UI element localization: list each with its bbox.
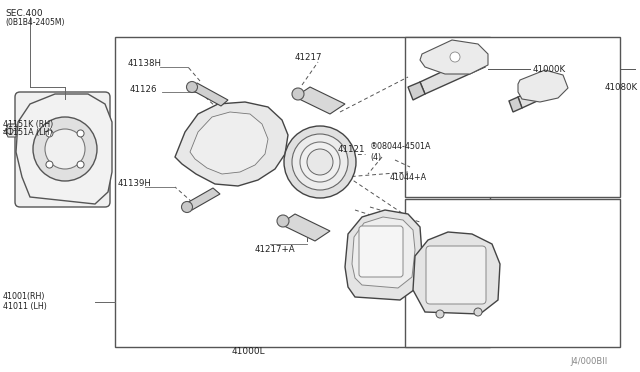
Text: (0B1B4-2405M): (0B1B4-2405M) bbox=[5, 17, 65, 26]
Circle shape bbox=[292, 134, 348, 190]
Circle shape bbox=[46, 161, 53, 168]
Circle shape bbox=[277, 215, 289, 227]
Circle shape bbox=[77, 161, 84, 168]
FancyBboxPatch shape bbox=[359, 226, 403, 277]
Circle shape bbox=[33, 117, 97, 181]
Text: J4/000BII: J4/000BII bbox=[570, 357, 607, 366]
Polygon shape bbox=[518, 70, 568, 102]
Text: 41001(RH): 41001(RH) bbox=[3, 292, 45, 301]
Polygon shape bbox=[190, 83, 228, 106]
Circle shape bbox=[186, 81, 198, 93]
Circle shape bbox=[46, 130, 53, 137]
Circle shape bbox=[436, 310, 444, 318]
Polygon shape bbox=[352, 217, 415, 288]
Polygon shape bbox=[413, 232, 500, 314]
Polygon shape bbox=[16, 94, 112, 204]
Text: 41000L: 41000L bbox=[231, 347, 265, 356]
Text: 41121: 41121 bbox=[338, 145, 365, 154]
Polygon shape bbox=[345, 210, 422, 300]
Circle shape bbox=[307, 149, 333, 175]
Circle shape bbox=[300, 142, 340, 182]
Polygon shape bbox=[408, 82, 425, 100]
Text: 41151K (RH): 41151K (RH) bbox=[3, 119, 53, 128]
Polygon shape bbox=[509, 97, 522, 112]
Circle shape bbox=[474, 308, 482, 316]
Bar bbox=[405, 199, 620, 347]
Polygon shape bbox=[190, 112, 268, 174]
Text: SEC.400: SEC.400 bbox=[5, 10, 43, 19]
Polygon shape bbox=[175, 102, 288, 186]
Circle shape bbox=[292, 88, 304, 100]
Circle shape bbox=[45, 129, 85, 169]
Text: 41126: 41126 bbox=[130, 84, 157, 93]
Text: 41011 (LH): 41011 (LH) bbox=[3, 301, 47, 311]
FancyBboxPatch shape bbox=[426, 246, 486, 304]
Polygon shape bbox=[420, 54, 485, 94]
Polygon shape bbox=[185, 188, 220, 210]
Circle shape bbox=[77, 130, 84, 137]
Text: 41139H: 41139H bbox=[118, 180, 152, 189]
Circle shape bbox=[182, 202, 193, 212]
FancyBboxPatch shape bbox=[15, 92, 110, 207]
Circle shape bbox=[450, 52, 460, 62]
Circle shape bbox=[7, 128, 13, 134]
Text: 41000K: 41000K bbox=[533, 64, 566, 74]
Text: 41217: 41217 bbox=[295, 52, 323, 61]
Polygon shape bbox=[280, 214, 330, 241]
Bar bbox=[405, 37, 620, 197]
Polygon shape bbox=[420, 40, 488, 74]
Text: 41151A (LH): 41151A (LH) bbox=[3, 128, 52, 138]
Text: 41080K: 41080K bbox=[605, 83, 638, 92]
Text: 41138H: 41138H bbox=[128, 60, 162, 68]
Text: 41217+A: 41217+A bbox=[255, 246, 296, 254]
Polygon shape bbox=[518, 80, 559, 108]
Circle shape bbox=[284, 126, 356, 198]
Polygon shape bbox=[295, 87, 345, 114]
Bar bbox=[115, 37, 490, 347]
Text: ®08044-4501A
(4): ®08044-4501A (4) bbox=[370, 142, 431, 162]
Text: 41044+A: 41044+A bbox=[390, 173, 427, 182]
Polygon shape bbox=[6, 124, 16, 137]
